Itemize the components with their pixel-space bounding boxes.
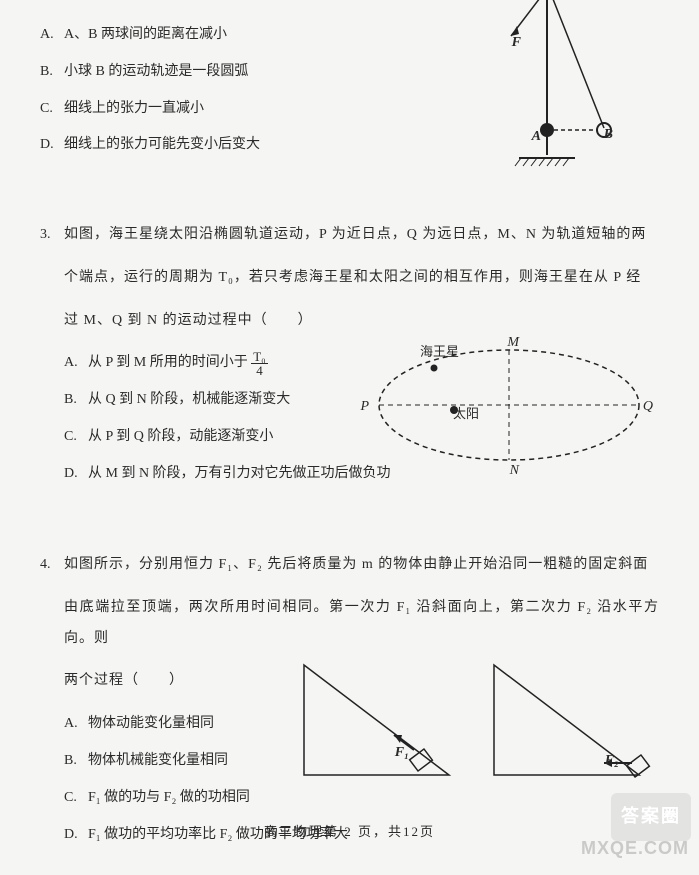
option-text: 小球 B 的运动轨迹是一段圆弧 [64,57,248,88]
q3-stem-1: 如图，海王星绕太阳沿椭圆轨道运动，P 为近日点，Q 为远日点，M、N 为轨道短轴… [64,220,659,251]
option-text: F₁ 做的功与 F₂ 做的功相同 [88,783,250,814]
q3-N: N [510,456,519,487]
q3-sun-label: 太阳 [453,400,479,429]
q2-label-B: B [604,120,613,151]
q2-label-A: A [532,122,541,153]
q4-stem-1: 如图所示，分别用恒力 F₁、F₂ 先后将质量为 m 的物体由静止开始沿同一粗糙的… [64,550,659,581]
q3-stem-2: 个端点，运行的周期为 T₀，若只考虑海王星和太阳之间的相互作用，则海王星在从 P… [64,263,659,294]
q3-number: 3. [40,220,64,348]
q2-figure [459,0,629,190]
q4-option-c: C. F₁ 做的功与 F₂ 做的功相同 [40,783,659,814]
option-text: A、B 两球间的距离在减小 [64,20,227,51]
option-text: 细线上的张力一直减小 [64,94,204,125]
option-label: D. [64,459,88,490]
option-text: 从 P 到 Q 阶段，动能逐渐变小 [88,422,273,453]
option-label: A. [64,709,88,740]
q4-F1-label: F₁ [395,738,409,769]
option-text: 从 M 到 N 阶段，万有引力对它先做正功后做负功 [88,459,391,490]
option-label: A. [64,348,88,379]
option-text: 细线上的张力可能先变小后变大 [64,130,260,161]
q4-figure-left [294,655,459,785]
q3-neptune-label: 海王星 [420,338,459,367]
q4-figure-right [484,655,669,785]
option-label: C. [64,422,88,453]
option-label: C. [64,783,88,814]
q4-stem-2: 由底端拉至顶端，两次所用时间相同。第一次力 F₁ 沿斜面向上，第二次力 F₂ 沿… [64,593,659,655]
option-label: C. [40,94,64,125]
q3-P: P [360,392,369,423]
frac-den: 4 [254,364,265,377]
option-text-a: 从 P 到 M 所用的时间小于 T₀ 4 [88,348,268,379]
fraction-icon: T₀ 4 [251,350,267,377]
q4-F2-label: F₂ [605,746,619,777]
q3-a-pre: 从 P 到 M 所用的时间小于 [88,355,248,370]
option-text: 从 Q 到 N 阶段，机械能逐渐变大 [88,385,290,416]
option-label: D. [40,130,64,161]
q2-label-F: F [512,28,521,59]
option-text: 物体动能变化量相同 [88,709,214,740]
option-text: 物体机械能变化量相同 [88,746,228,777]
option-label: B. [40,57,64,88]
question-2-tail: A. A、B 两球间的距离在减小 B. 小球 B 的运动轨迹是一段圆弧 C. 细… [40,20,659,190]
question-4: 4. 如图所示，分别用恒力 F₁、F₂ 先后将质量为 m 的物体由静止开始沿同一… [40,550,659,850]
q3-M: M [507,328,519,359]
question-3: 3. 如图，海王星绕太阳沿椭圆轨道运动，P 为近日点，Q 为远日点，M、N 为轨… [40,220,659,520]
option-label: A. [40,20,64,51]
watermark: MXQE.COM [581,829,689,869]
option-label: B. [64,746,88,777]
q3-Q: Q [643,392,653,423]
q4-number: 4. [40,550,64,709]
option-label: B. [64,385,88,416]
frac-num: T₀ [251,350,267,364]
